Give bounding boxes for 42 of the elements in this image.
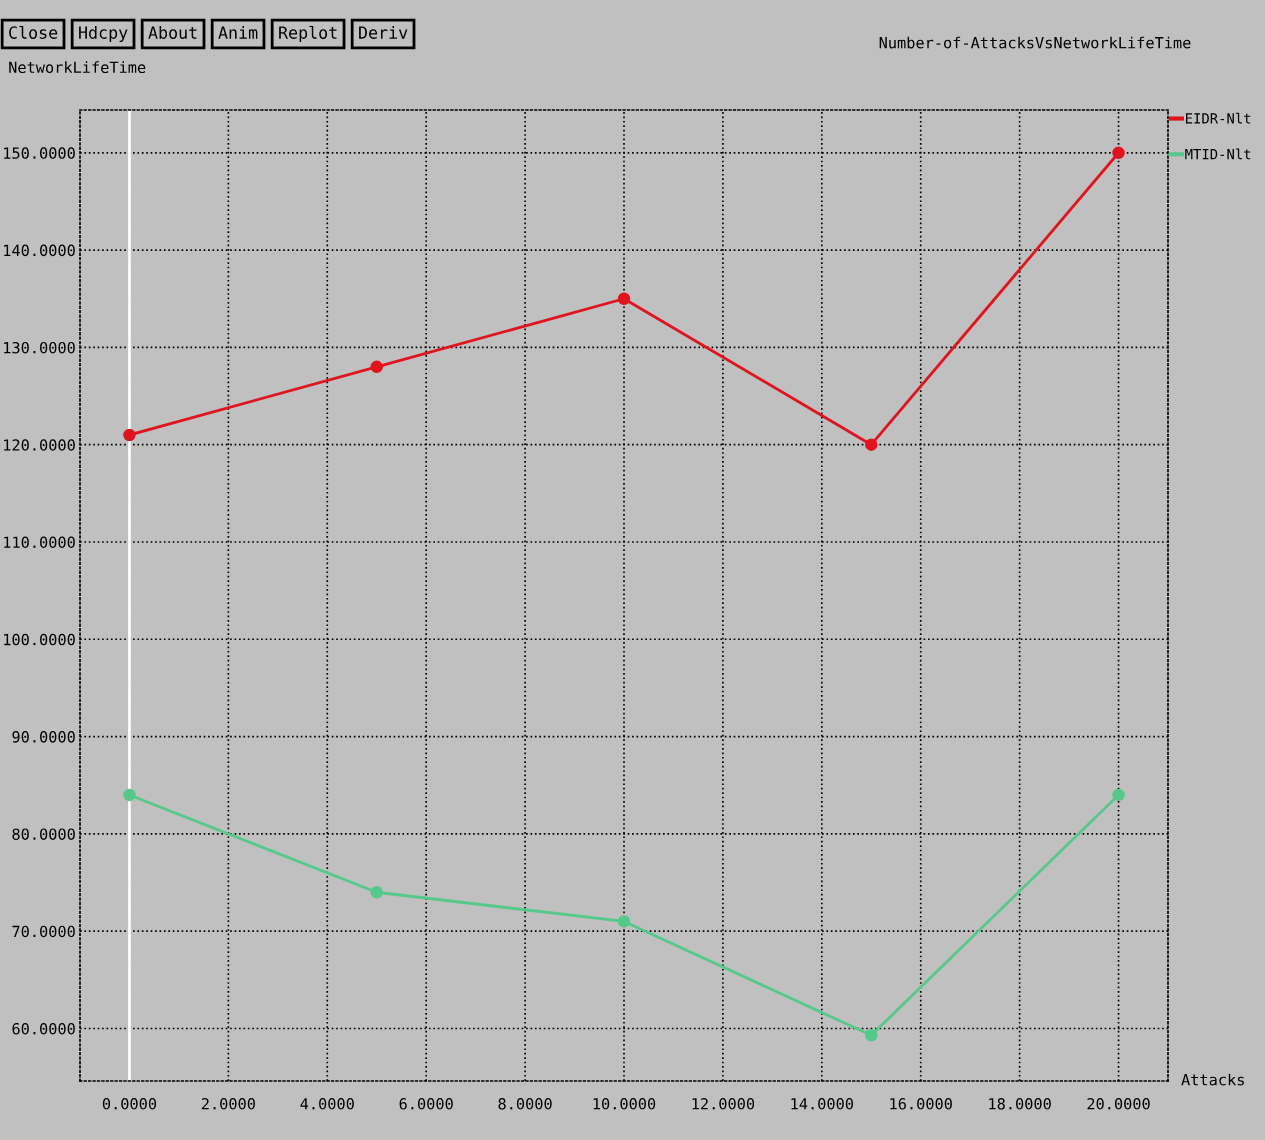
point (617, 915, 631, 928)
text: Replot (279, 25, 337, 43)
x-tick-label: 16.0000 (890, 1098, 952, 1110)
point (1112, 788, 1125, 802)
y-tick-label: 70.0000 (12, 925, 75, 938)
y-tick-label: 110.0000 (4, 536, 75, 549)
chart-title: Number-of-AttacksVsNetworkLifeTime (879, 36, 1191, 49)
x-tick-label: 4.0000 (300, 1098, 354, 1110)
x-tick-label: 8.0000 (498, 1098, 552, 1110)
x-tick-label: 0.0000 (102, 1098, 157, 1110)
text: About (148, 25, 197, 39)
point (617, 292, 631, 306)
x-tick-label: 6.0000 (399, 1098, 453, 1110)
x-tick-label: 14.0000 (791, 1098, 854, 1110)
point (865, 438, 878, 451)
y-tick-label: 100.0000 (4, 633, 75, 646)
text: Hdcpy (79, 25, 128, 43)
text: Close (9, 25, 58, 39)
point (370, 885, 383, 899)
point (123, 428, 136, 442)
point (123, 788, 136, 802)
x-tick-label: 18.0000 (989, 1098, 1051, 1110)
x-axis-title: Attacks (1181, 1073, 1244, 1086)
y-tick-label: 140.0000 (4, 244, 75, 257)
legend-label: EIDR-Nlt (1186, 112, 1251, 124)
point (370, 360, 383, 374)
y-tick-label: 120.0000 (4, 439, 75, 451)
x-tick-label: 2.0000 (201, 1098, 255, 1110)
y-axis-title: NetworkLifeTime (9, 61, 146, 74)
y-tick-label: 150.0000 (4, 147, 75, 159)
text: Deriv (359, 25, 408, 39)
y-tick-label: 90.0000 (12, 731, 75, 743)
text: Anim (218, 25, 258, 39)
legend-label: MTID-Nlt (1185, 148, 1251, 160)
y-tick-label: 130.0000 (4, 341, 75, 354)
y-tick-label: 60.0000 (12, 1022, 75, 1035)
x-tick-label: 20.0000 (1087, 1098, 1150, 1110)
point (865, 1029, 878, 1042)
y-tick-label: 80.0000 (12, 828, 75, 840)
point (1112, 146, 1125, 160)
x-tick-label: 12.0000 (692, 1098, 755, 1110)
x-tick-label: 10.0000 (593, 1098, 656, 1110)
